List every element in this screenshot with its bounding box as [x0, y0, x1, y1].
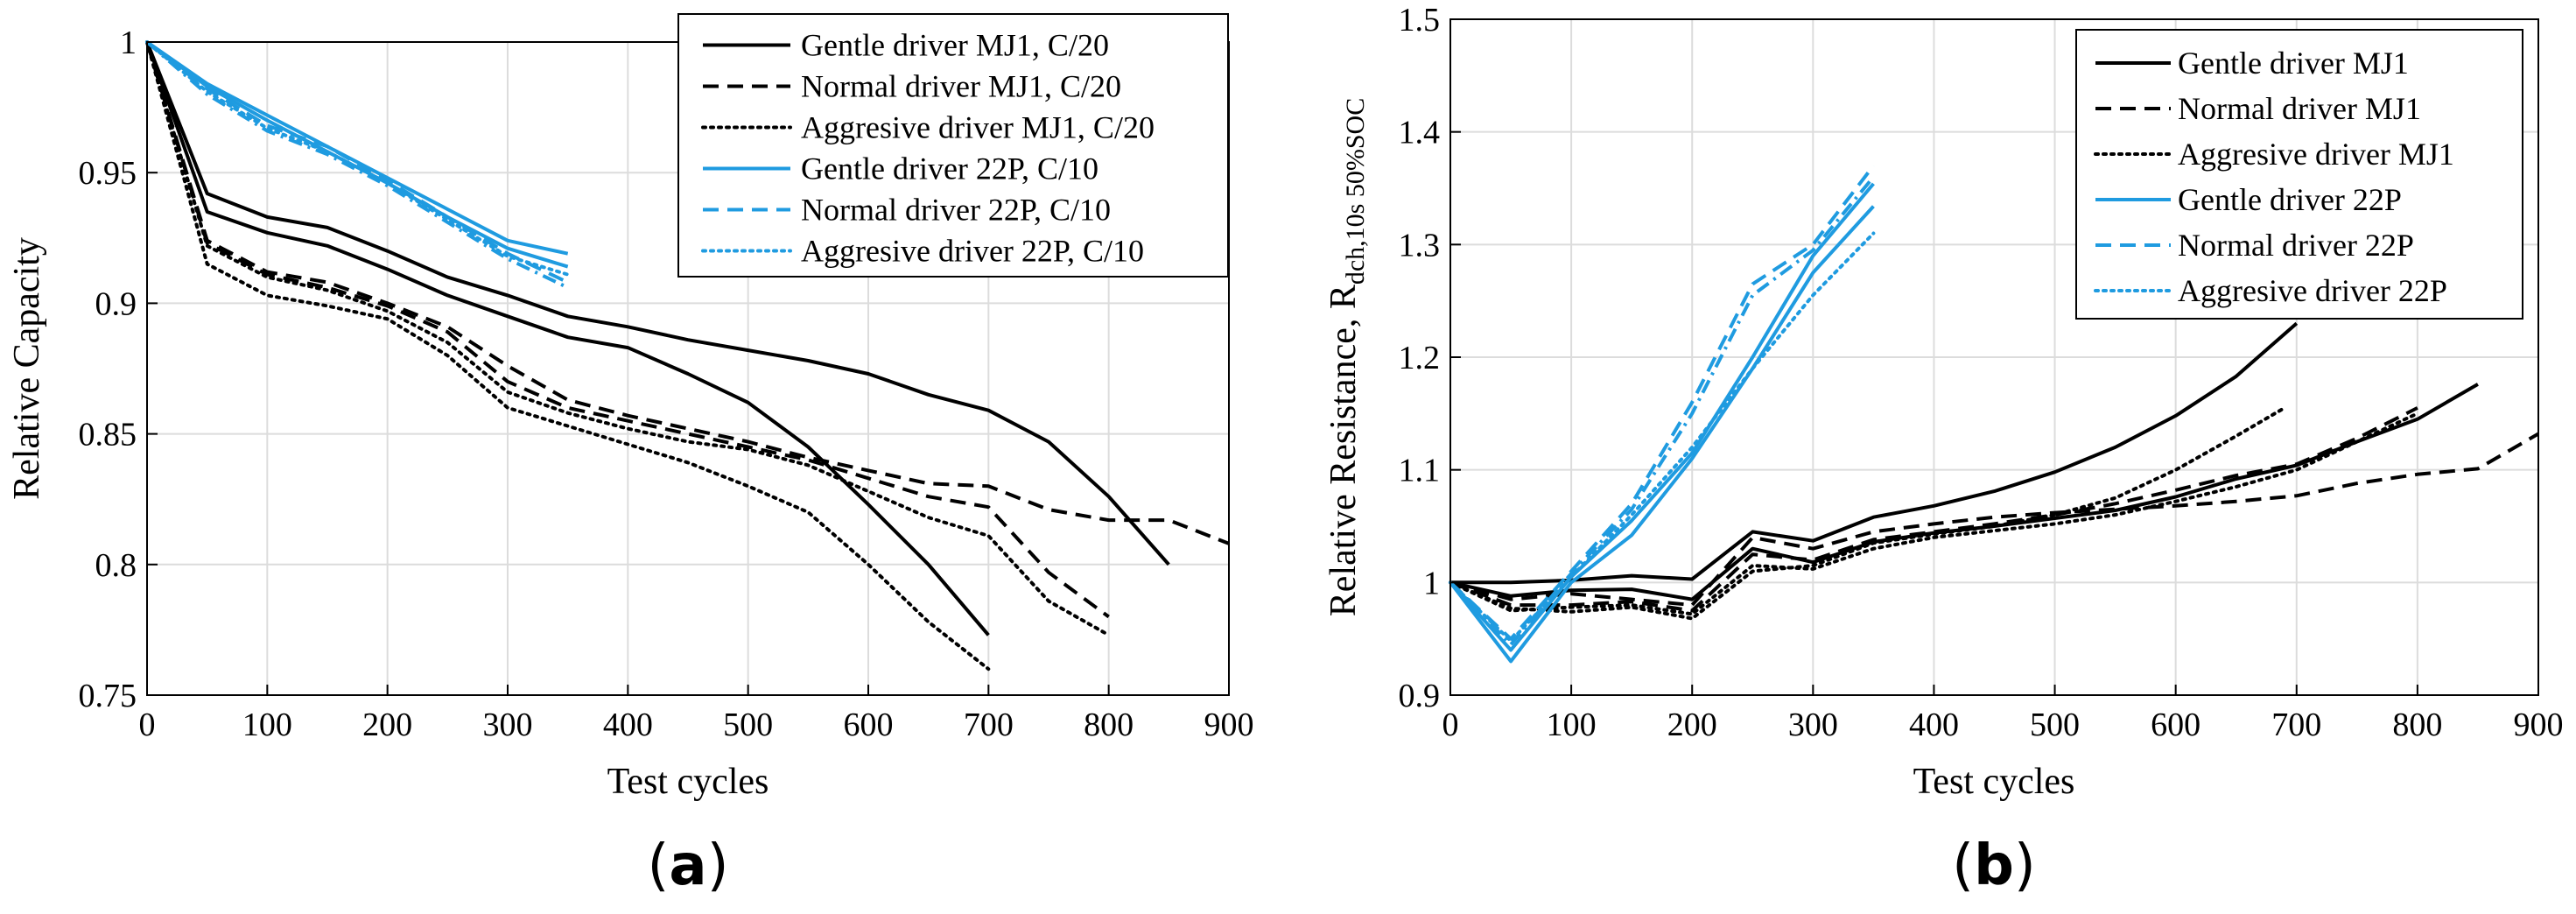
panel-b-series-line	[1449, 432, 2540, 608]
panel-a-legend-label: Normal driver 22P, C/10	[801, 193, 1111, 228]
panel-b-series-line	[1449, 182, 1875, 652]
panel-a-label: (a)	[647, 833, 728, 898]
panel-a-ytick-label: 0.9	[95, 285, 137, 322]
panel-a-legend-label: Gentle driver 22P, C/10	[801, 151, 1098, 186]
panel-b-xtick-label: 300	[1788, 707, 1838, 743]
panel-a-legend-label: Aggresive driver 22P, C/10	[801, 234, 1144, 269]
panel-a-xtick-label: 0	[139, 707, 156, 743]
panel-a-series-line	[145, 40, 991, 671]
panel-b-series-line	[1450, 321, 2299, 585]
panel-a-ytick-label: 0.8	[95, 547, 137, 584]
panel-a-ytick-label: 1	[120, 25, 137, 61]
panel-b-xtick-label: 0	[1442, 707, 1459, 743]
panel-b-label: (b)	[1952, 833, 2036, 898]
panel-b-ytick-label: 1.1	[1399, 453, 1441, 489]
panel-a-series-line	[145, 40, 1111, 637]
panel-b-ytick-label: 1.4	[1399, 115, 1441, 151]
panel-a-series-line	[145, 40, 570, 277]
panel-b-legend-label: Aggresive driver 22P	[2178, 273, 2447, 308]
panel-a-legend-label: Normal driver MJ1, C/20	[801, 69, 1121, 104]
panel-b-xtick-label: 900	[2514, 707, 2564, 743]
panel-a-ticks: 0 100 200 300 400 500 600 700 800 900 0.75 0.8 0.85 0…	[79, 25, 1254, 743]
panel-a-xtick-label: 500	[723, 707, 773, 743]
panel-b-xtick-label: 500	[2030, 707, 2080, 743]
panel-b-relative-resistance: 0 100 200 300 400 500 600 700 800 900 0.9 1 1.1 1.2 1.…	[1323, 2, 2564, 898]
panel-b-ytick-label: 1.2	[1399, 340, 1441, 376]
panel-b-label-open: (	[1952, 833, 1974, 898]
panel-a-xtick-label: 100	[242, 707, 292, 743]
panel-b-ylabel-sub: dch,10s 50%SOC	[1341, 98, 1370, 285]
panel-a-legend-label: Gentle driver MJ1, C/20	[801, 28, 1109, 63]
panel-b-legend: Gentle driver MJ1 Normal driver MJ1 Aggres…	[2075, 29, 2523, 320]
panel-a-xlabel: Test cycles	[607, 762, 769, 802]
panel-b-legend-label: Normal driver MJ1	[2178, 91, 2421, 126]
panel-b-xtick-label: 400	[1909, 707, 1959, 743]
panel-a-series-line	[145, 41, 1170, 566]
panel-b-legend-label: Gentle driver 22P	[2178, 182, 2402, 217]
panel-b-ytick-label: 1	[1423, 565, 1440, 601]
panel-b-ytick-label: 0.9	[1399, 678, 1441, 714]
panel-a-xtick-label: 400	[603, 707, 653, 743]
panel-b-legend-box	[2075, 29, 2523, 320]
panel-a-relative-capacity: 0 100 200 300 400 500 600 700 800 900 0.75 0.8 0.85 0…	[7, 13, 1254, 898]
panel-a-label-letter: a	[669, 833, 706, 898]
panel-b-xtick-label: 700	[2271, 707, 2321, 743]
panel-a-xtick-label: 200	[362, 707, 412, 743]
panel-b-legend-label: Normal driver 22P	[2178, 228, 2414, 263]
panel-a-label-close: )	[707, 833, 729, 898]
panel-b-series-line	[1449, 405, 2286, 621]
panel-b-series-line	[1449, 231, 1876, 643]
panel-a-xtick-label: 800	[1084, 707, 1134, 743]
panel-a-series	[145, 40, 1230, 671]
panel-b-series	[1449, 165, 2540, 664]
panel-a-legend: Gentle driver MJ1, C/20 Normal driver MJ1…	[677, 13, 1229, 278]
panel-b-label-letter: b	[1974, 833, 2014, 898]
panel-a-series-line	[145, 41, 1110, 619]
panel-a-ylabel: Relative Capacity	[7, 237, 47, 500]
panel-b-series-line	[1449, 175, 1875, 647]
panel-a-ytick-label: 0.95	[79, 155, 137, 192]
panel-a-legend-box	[677, 13, 1229, 278]
panel-a-ytick-label: 0.75	[79, 678, 137, 714]
panel-b-legend-label: Aggresive driver MJ1	[2178, 137, 2454, 172]
panel-a-series-line	[145, 40, 569, 269]
panel-a-series-line	[145, 40, 569, 256]
panel-a-legend-label: Aggresive driver MJ1, C/20	[801, 110, 1155, 145]
panel-b-xlabel: Test cycles	[1913, 762, 2075, 802]
panel-a-xtick-label: 700	[964, 707, 1014, 743]
panel-a-ytick-label: 0.85	[79, 417, 137, 453]
panel-b-xtick-label: 100	[1547, 707, 1597, 743]
panel-b-legend-label: Gentle driver MJ1	[2178, 46, 2409, 81]
panel-a-series-line	[145, 40, 569, 290]
panel-b-series-line	[1449, 406, 2418, 613]
panel-b-ticks: 0 100 200 300 400 500 600 700 800 900 0.9 1 1.1 1.2 1.…	[1399, 2, 2564, 743]
panel-b-ytick-label: 1.5	[1399, 2, 1441, 39]
panel-a-series-line	[145, 41, 990, 636]
panel-a-xtick-label: 300	[483, 707, 533, 743]
panel-b-ylabel: Relative Resistance, Rdch,10s 50%SOC	[1323, 98, 1370, 616]
panel-b-xtick-label: 600	[2151, 707, 2200, 743]
panel-b-label-close: )	[2014, 833, 2036, 898]
panel-b-ylabel-main: Relative Resistance, R	[1323, 285, 1364, 616]
panel-a-xtick-label: 900	[1204, 707, 1254, 743]
panel-b-xtick-label: 200	[1667, 707, 1717, 743]
panel-a-xtick-label: 600	[844, 707, 894, 743]
panel-b-xtick-label: 800	[2392, 707, 2442, 743]
panel-b-series-line	[1449, 165, 1875, 641]
panel-b-ytick-label: 1.3	[1399, 227, 1441, 264]
panel-b-series-line	[1449, 411, 2419, 616]
panel-a-series-line	[145, 40, 569, 285]
panel-b-series-line	[1449, 205, 1875, 664]
panel-a-label-open: (	[647, 833, 669, 898]
